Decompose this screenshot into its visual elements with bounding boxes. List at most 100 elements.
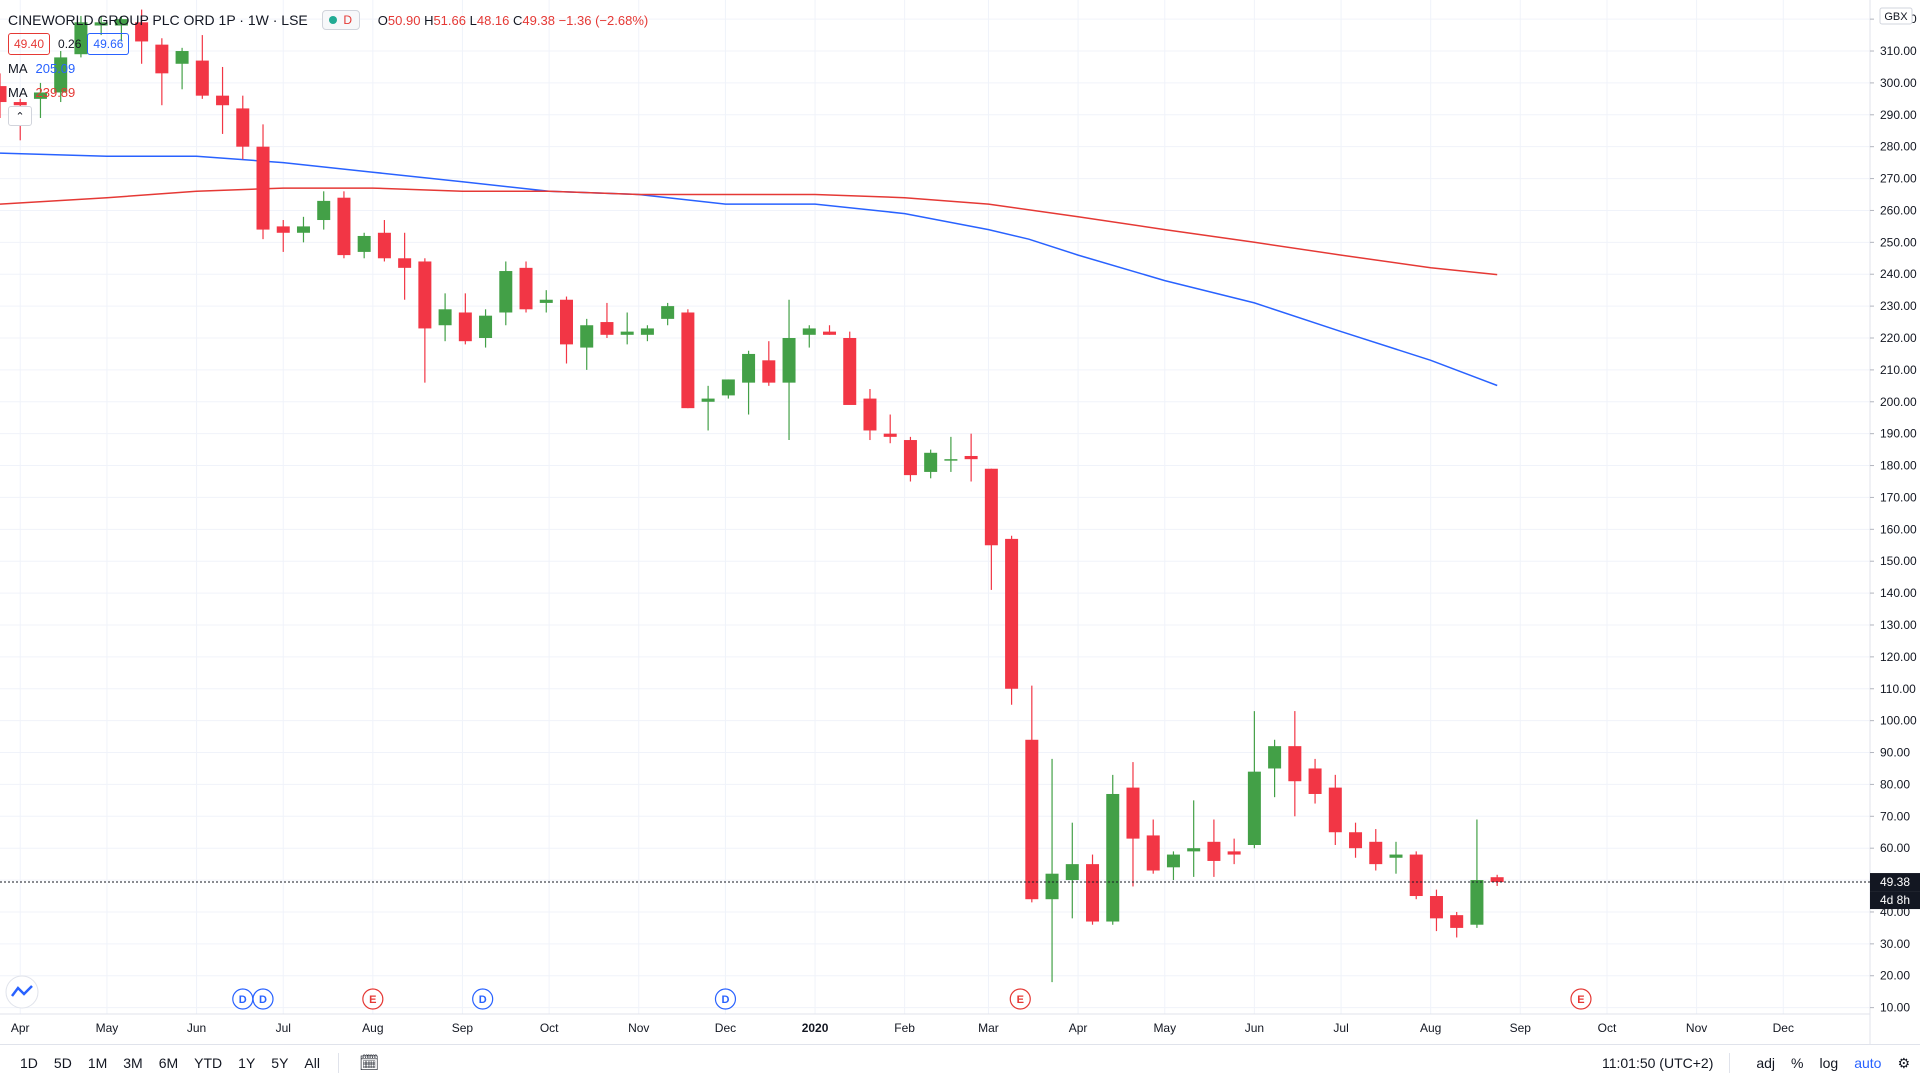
last-price-line: 49.38 4d 8h: [0, 873, 1920, 910]
earnings-badge[interactable]: E: [1009, 988, 1031, 1010]
badge-label: D: [479, 994, 487, 1006]
tradingview-logo[interactable]: [5, 975, 39, 1009]
candle: [843, 331, 857, 405]
candle: [1187, 800, 1201, 877]
candle-body: [519, 267, 533, 310]
candle: [762, 341, 776, 386]
range-1m-button[interactable]: 1M: [87, 1055, 108, 1071]
candle-body: [559, 299, 573, 345]
candle: [600, 302, 614, 338]
bid-price[interactable]: 49.40: [8, 33, 51, 55]
ma-slow-legend[interactable]: MA 239.89: [8, 80, 648, 104]
candle: [661, 302, 675, 326]
candle: [620, 312, 634, 345]
candle-body: [296, 226, 310, 233]
range-ytd-button[interactable]: YTD: [194, 1055, 223, 1071]
candle-body: [1470, 880, 1484, 925]
symbol-title[interactable]: CINEWORLD GROUP PLC ORD 1P · 1W · LSE: [8, 12, 308, 28]
candle: [195, 35, 209, 99]
candle-body: [418, 261, 432, 329]
range-all-button[interactable]: All: [304, 1055, 320, 1071]
candle-body: [944, 459, 958, 461]
candle: [1308, 758, 1322, 804]
percent-toggle[interactable]: %: [1791, 1055, 1804, 1071]
y-tick-label: 150.00: [1880, 554, 1917, 568]
y-tick-label: 130.00: [1880, 618, 1917, 632]
candle-body: [13, 102, 27, 106]
candle-body: [924, 452, 938, 472]
adj-toggle[interactable]: adj: [1756, 1055, 1776, 1071]
price-axis[interactable]: 10.0020.0030.0040.0050.0060.0070.0080.00…: [1870, 12, 1917, 1015]
candle: [1389, 841, 1403, 874]
candle-body: [216, 95, 230, 106]
y-tick-label: 10.00: [1880, 1001, 1910, 1015]
ask-price[interactable]: 49.66: [87, 33, 130, 55]
change-value: −1.36 (−2.68%): [558, 12, 649, 28]
candle-body: [1207, 841, 1221, 861]
earnings-badge[interactable]: E: [1570, 988, 1592, 1010]
log-toggle[interactable]: log: [1819, 1055, 1839, 1071]
range-1d-button[interactable]: 1D: [20, 1055, 38, 1071]
y-tick-label: 290.00: [1880, 108, 1917, 122]
candle-body: [175, 51, 189, 64]
candle: [135, 9, 149, 64]
candle-body: [94, 22, 108, 26]
settings-gear-icon[interactable]: ⚙: [1897, 1054, 1910, 1071]
chevron-up-icon[interactable]: ⌃: [8, 106, 32, 126]
calendar-range-icon[interactable]: 🗓: [358, 1055, 380, 1072]
moving-averages: [0, 152, 1498, 387]
range-3m-button[interactable]: 3M: [123, 1055, 143, 1071]
candle: [701, 385, 715, 431]
candle-body: [155, 44, 169, 74]
candle-body: [1268, 746, 1282, 769]
x-tick-label: Apr: [11, 1021, 30, 1035]
candle: [418, 258, 432, 383]
y-tick-label: 210.00: [1880, 363, 1917, 377]
y-tick-label: 300.00: [1880, 76, 1917, 90]
candle: [479, 309, 493, 348]
x-tick-label: Jul: [276, 1021, 291, 1035]
range-5y-button[interactable]: 5Y: [271, 1055, 289, 1071]
candle-body: [135, 22, 149, 42]
candle-body: [114, 19, 128, 26]
dividend-badge[interactable]: D: [714, 988, 737, 1010]
candle: [1328, 774, 1342, 845]
x-tick-label: May: [96, 1021, 119, 1035]
last-price-label: 49.38: [1880, 875, 1910, 889]
badge-label: E: [369, 994, 376, 1006]
candle-body: [782, 338, 796, 383]
auto-toggle[interactable]: auto: [1854, 1055, 1882, 1071]
y-tick-label: 20.00: [1880, 969, 1910, 983]
candle: [984, 468, 998, 590]
x-tick-label: Jun: [187, 1021, 206, 1035]
toolbar-divider: [1729, 1053, 1731, 1073]
right-tools: 11:01:50 (UTC+2) adj % log auto ⚙: [1586, 1045, 1910, 1081]
ma-fast-legend[interactable]: MA 205.09: [8, 56, 648, 80]
earnings-badge[interactable]: E: [362, 988, 384, 1010]
range-1y-button[interactable]: 1Y: [238, 1055, 256, 1071]
candle: [1369, 829, 1383, 871]
visibility-toggle[interactable]: D: [321, 10, 360, 30]
y-tick-label: 240.00: [1880, 267, 1917, 281]
candle: [1025, 685, 1039, 903]
legend-title-row: CINEWORLD GROUP PLC ORD 1P · 1W · LSE D …: [8, 8, 648, 32]
range-6m-button[interactable]: 6M: [158, 1055, 179, 1071]
candle: [296, 216, 310, 243]
dividend-badge[interactable]: D: [252, 988, 274, 1010]
range-5d-button[interactable]: 5D: [53, 1055, 72, 1071]
candle-body: [620, 331, 634, 335]
candle: [1065, 822, 1079, 919]
time-axis[interactable]: Apr May Jun Jul Aug Sep Oct Nov Dec 2020 Feb Mar Apr…: [11, 1021, 1794, 1035]
dividend-badge[interactable]: D: [472, 988, 494, 1010]
dividend-badge[interactable]: D: [232, 988, 254, 1010]
candle: [1005, 535, 1019, 705]
x-tick-label: Oct: [1598, 1021, 1617, 1035]
candle: [1470, 819, 1484, 928]
candle-body: [1308, 768, 1322, 794]
candle-body: [1490, 877, 1504, 883]
high-label: H: [424, 12, 434, 28]
ma-fast-value: 205.09: [35, 60, 76, 76]
clock[interactable]: 11:01:50 (UTC+2): [1601, 1055, 1714, 1071]
candle-body: [317, 200, 331, 221]
